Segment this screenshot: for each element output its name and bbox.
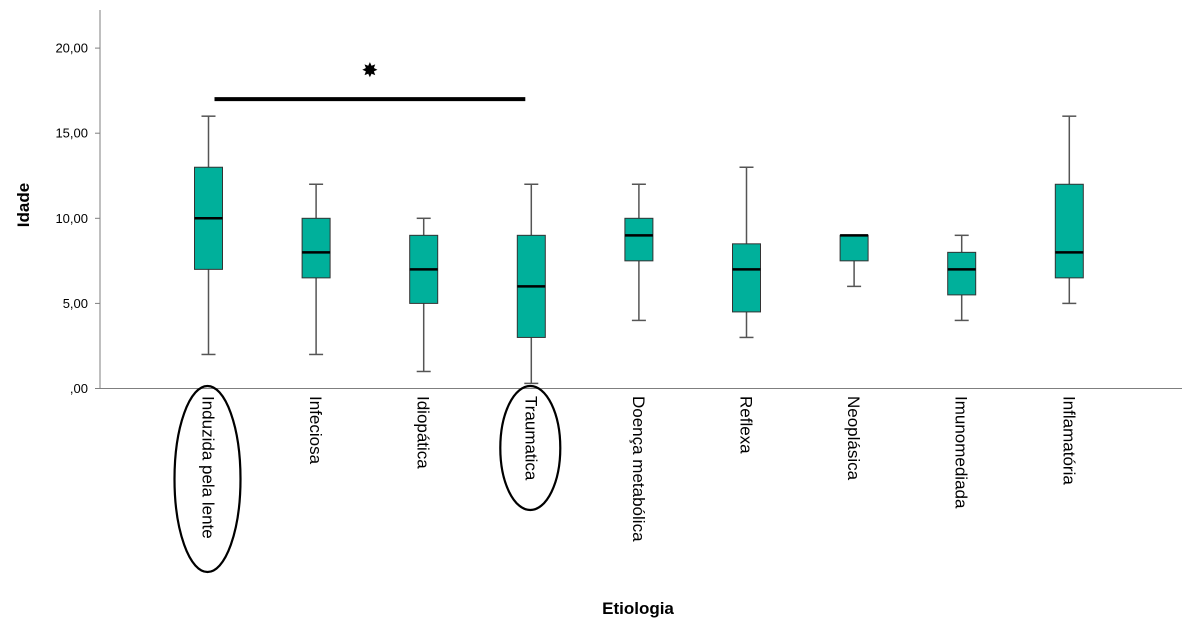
iqr-box	[301, 217, 331, 279]
iqr-box	[624, 217, 654, 262]
highlight-ellipse	[499, 384, 562, 512]
y-tick-label: ,00	[70, 381, 88, 396]
annotations-layer: ✸	[173, 60, 562, 574]
category-label: Inflamatória	[1059, 396, 1078, 485]
iqr-box	[1054, 183, 1084, 279]
category-label: Traumatica	[521, 396, 540, 481]
category-label: Neoplásica	[844, 396, 863, 481]
iqr-box	[732, 243, 761, 313]
box-group	[301, 183, 331, 356]
x-axis-labels: Induzida pela lente Infeciosa Idiopática Tr…	[199, 396, 1079, 542]
category-label: Induzida pela lente	[199, 396, 218, 539]
y-axis-title: Idade	[14, 183, 33, 227]
category-label: Imunomediada	[952, 396, 971, 509]
box-group	[409, 217, 439, 373]
box-group	[732, 166, 761, 339]
box-group	[516, 183, 546, 385]
iqr-box	[839, 234, 869, 262]
box-group	[1054, 115, 1084, 305]
box-group	[839, 234, 869, 288]
highlight-ellipse	[173, 384, 242, 574]
box-group	[624, 183, 654, 322]
y-tick-label: 20,00	[55, 41, 88, 56]
significance-star-icon: ✸	[362, 60, 379, 82]
x-axis-title: Etiologia	[602, 599, 674, 618]
boxes-layer	[194, 115, 1084, 385]
category-label: Reflexa	[737, 396, 756, 454]
y-axis: ,00 5,00 10,00 15,00 20,00	[55, 10, 1182, 396]
y-tick-label: 5,00	[63, 296, 88, 311]
iqr-box	[947, 251, 977, 296]
y-tick-label: 15,00	[55, 126, 88, 141]
category-label: Idiopática	[414, 396, 433, 469]
category-label: Infeciosa	[306, 396, 325, 465]
box-group	[947, 234, 977, 322]
y-tick-label: 10,00	[55, 211, 88, 226]
box-group	[194, 115, 223, 356]
category-label: Doença metabólica	[629, 396, 648, 542]
